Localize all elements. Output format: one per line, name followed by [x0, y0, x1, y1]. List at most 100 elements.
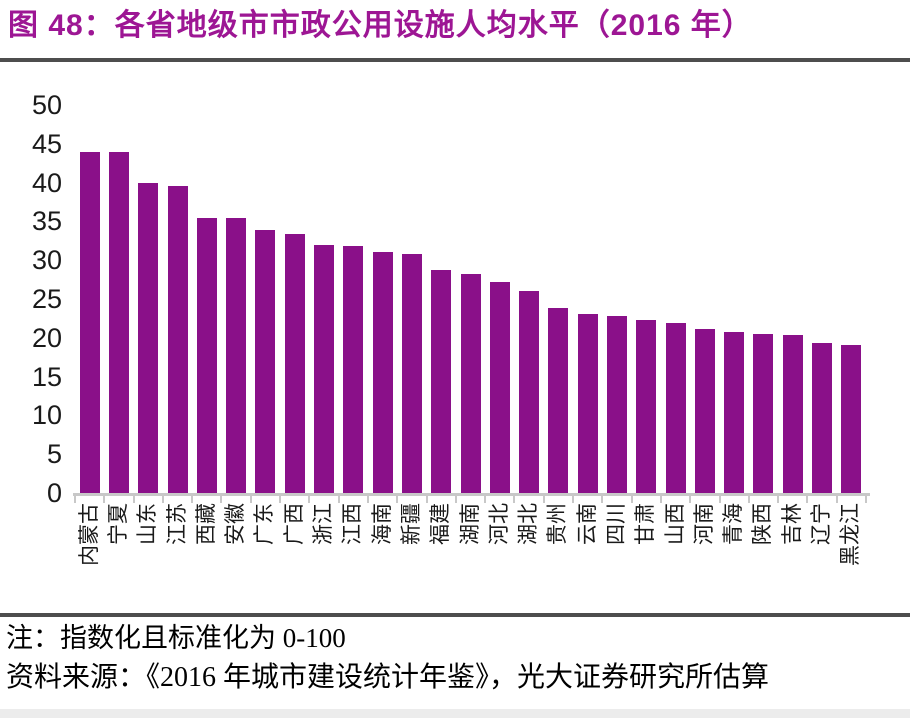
x-axis-tick — [806, 495, 809, 503]
x-axis-category-label: 吉林 — [780, 503, 804, 545]
x-axis-category-label: 浙江 — [312, 503, 336, 545]
y-axis-tick-label: 15 — [31, 361, 62, 392]
y-axis-tick-label: 20 — [31, 322, 62, 353]
x-axis-tick — [572, 495, 575, 503]
bar-辽宁 — [812, 343, 833, 493]
bar-山西 — [665, 323, 686, 493]
x-axis-category-label: 云南 — [575, 503, 599, 545]
bar-广西 — [284, 233, 305, 493]
x-axis-category-label: 内蒙古 — [77, 503, 101, 566]
bar-河北 — [489, 281, 510, 493]
x-axis-tick — [337, 495, 340, 503]
x-axis-tick — [74, 495, 76, 503]
x-axis-tick — [366, 495, 369, 503]
x-axis-tick — [513, 495, 516, 503]
x-axis-tick — [601, 495, 604, 503]
bar-新疆 — [401, 253, 422, 493]
bar-西藏 — [196, 217, 217, 493]
x-axis-tick — [279, 495, 282, 503]
bar-安徽 — [226, 218, 247, 493]
figure-title: 图 48：各省地级市市政公用设施人均水平（2016 年） — [8, 9, 753, 42]
x-axis-tick — [718, 495, 721, 503]
bar-四川 — [606, 316, 627, 493]
y-axis-tick-label: 50 — [31, 90, 62, 120]
x-axis-tick — [689, 495, 692, 503]
bar-山东 — [138, 182, 159, 493]
x-axis-tick — [308, 495, 311, 503]
x-axis-category-label: 贵州 — [546, 503, 570, 545]
y-axis-tick-label: 0 — [46, 478, 62, 508]
chart-note: 注：指数化且标准化为 0-100 — [6, 623, 346, 653]
bar-云南 — [577, 313, 598, 493]
bar-海南 — [372, 252, 393, 493]
x-axis-tick — [484, 495, 487, 503]
bar-青海 — [724, 332, 745, 493]
x-axis-tick — [425, 495, 428, 503]
x-axis-category-label: 湖北 — [517, 503, 541, 545]
y-axis-tick-label: 10 — [31, 400, 62, 431]
x-axis-tick — [249, 495, 252, 503]
bar-贵州 — [548, 308, 569, 493]
y-axis-tick-label: 5 — [46, 439, 62, 470]
x-axis-category-label: 四川 — [604, 503, 628, 545]
x-axis-tick — [132, 495, 135, 503]
y-axis-tick-label: 45 — [31, 128, 62, 159]
x-axis-line — [73, 493, 870, 496]
x-axis-tick — [542, 495, 545, 503]
bar-陕西 — [753, 333, 774, 493]
bar-江西 — [343, 246, 364, 493]
bar-黑龙江 — [841, 344, 862, 493]
x-axis-category-label: 安徽 — [224, 503, 248, 545]
x-axis-category-label: 青海 — [722, 503, 746, 545]
x-axis-tick — [161, 495, 164, 503]
y-axis-tick-label: 35 — [31, 206, 62, 237]
title-divider — [0, 58, 910, 62]
bar-宁夏 — [108, 152, 129, 493]
bar-河南 — [694, 329, 715, 493]
x-axis-tick — [835, 495, 838, 503]
x-axis-category-label: 福建 — [429, 503, 453, 545]
x-axis-category-label: 山东 — [136, 503, 160, 545]
window-bottom-edge — [0, 709, 910, 718]
x-axis-category-label: 河南 — [692, 503, 716, 545]
x-axis-category-label: 宁夏 — [106, 503, 130, 545]
x-axis-category-label: 江苏 — [165, 503, 189, 545]
bar-广东 — [255, 229, 276, 493]
x-axis-tick — [454, 495, 457, 503]
x-axis-category-label: 辽宁 — [810, 503, 834, 545]
x-axis-category-label: 广西 — [282, 503, 306, 545]
x-axis-category-label: 广东 — [253, 503, 277, 545]
bar-甘肃 — [636, 319, 657, 493]
y-axis-tick-label: 30 — [31, 245, 62, 276]
bar-湖北 — [519, 291, 540, 493]
x-axis-tick — [865, 495, 867, 503]
x-axis-category-label: 江西 — [341, 503, 365, 545]
bar-吉林 — [782, 334, 803, 493]
bar-内蒙古 — [79, 151, 100, 493]
x-axis-tick — [747, 495, 750, 503]
y-axis-tick-label: 25 — [31, 284, 62, 314]
x-axis-tick — [191, 495, 194, 503]
x-axis-category-label: 新疆 — [399, 503, 423, 545]
x-axis-category-label: 山西 — [663, 503, 687, 545]
footer-divider — [0, 613, 910, 617]
x-axis-tick — [103, 495, 106, 503]
x-axis-tick — [659, 495, 662, 503]
bar-江苏 — [167, 186, 188, 493]
x-axis-tick — [630, 495, 633, 503]
chart-source: 资料来源：《2016 年城市建设统计年鉴》，光大证券研究所估算 — [6, 662, 770, 693]
x-axis-category-label: 海南 — [370, 503, 394, 545]
x-axis-category-label: 湖南 — [458, 503, 482, 545]
x-axis-tick — [396, 495, 399, 503]
bar-浙江 — [314, 244, 335, 493]
x-axis-category-label: 西藏 — [194, 503, 218, 545]
x-axis-tick — [220, 495, 223, 503]
x-axis-category-label: 陕西 — [751, 503, 775, 545]
x-axis-tick — [777, 495, 780, 503]
x-axis-category-label: 黑龙江 — [839, 503, 863, 566]
x-axis-category-label: 甘肃 — [634, 503, 658, 545]
bar-湖南 — [460, 274, 481, 493]
bar-福建 — [431, 270, 452, 493]
x-axis-category-label: 河北 — [487, 503, 511, 545]
